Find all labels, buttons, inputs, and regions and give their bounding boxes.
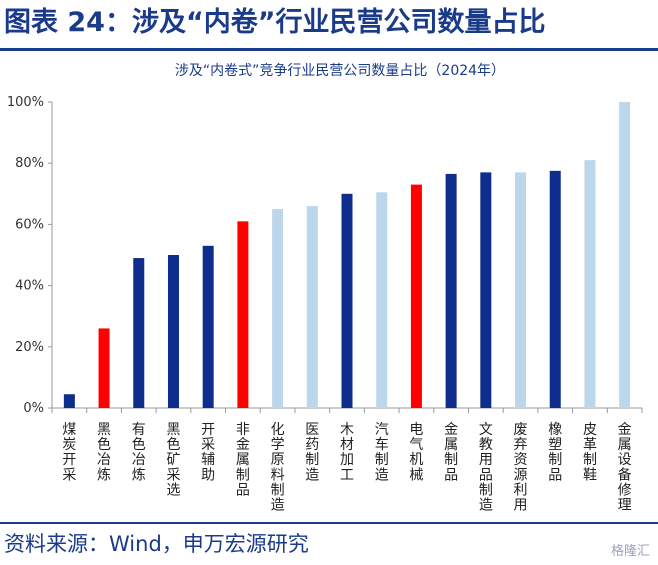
y-tick-label: 60%: [15, 217, 44, 232]
bar: [445, 173, 457, 408]
watermark: 格隆汇: [610, 544, 650, 559]
bar: [202, 245, 214, 408]
x-tick-label: 医药制造: [305, 422, 319, 483]
chart-title: 涉及“内卷式”竞争行业民营公司数量占比（2024年）: [175, 62, 505, 79]
x-tick-label: 橡塑制品: [548, 422, 562, 483]
bar: [376, 192, 388, 408]
x-tick-label: 金属设备修理: [618, 422, 632, 514]
figure-title: 图表 24：涉及“内卷”行业民营公司数量占比: [4, 7, 546, 38]
x-axis: [51, 407, 643, 413]
x-tick-label: 黑色矿采选: [166, 422, 180, 498]
bar: [167, 255, 179, 408]
bar: [306, 206, 318, 408]
header-divider: [0, 48, 658, 51]
bar: [584, 160, 596, 408]
bar: [133, 258, 145, 408]
y-tick-label: 0%: [23, 401, 44, 416]
x-tick-label: 黑色冶炼: [97, 422, 111, 483]
source-note: 资料来源：Wind，申万宏源研究: [4, 532, 309, 556]
bar: [549, 170, 561, 408]
y-tick-label: 20%: [15, 340, 44, 355]
x-tick-label: 皮革制鞋: [583, 422, 597, 483]
x-tick-label: 电气机械: [409, 422, 423, 483]
bar: [410, 184, 422, 408]
bar: [272, 209, 284, 408]
x-tick-label: 汽车制造: [375, 422, 389, 483]
x-tick-label: 废弃资源利用: [514, 422, 528, 514]
bar: [63, 394, 75, 408]
bar: [619, 102, 631, 408]
x-tick-label: 文教用品制造: [479, 422, 493, 514]
category-labels: 煤炭开采 黑色冶炼 有色冶炼 黑色矿采选 开采辅助 非金属制品 化学原料制造 医药制造 木材加工…: [62, 422, 631, 514]
footer-divider: [0, 522, 658, 524]
bar-chart: 涉及“内卷式”竞争行业民营公司数量占比（2024年） 0% 20% 40% 60% 80…: [7, 62, 643, 514]
x-tick-label: 金属制品: [444, 422, 458, 483]
y-tick-label: 100%: [7, 95, 44, 110]
x-tick-label: 化学原料制造: [271, 422, 285, 514]
bar: [98, 328, 110, 408]
x-tick-label: 非金属制品: [236, 422, 250, 498]
x-tick-label: 煤炭开采: [62, 422, 76, 483]
x-tick-label: 有色冶炼: [132, 422, 146, 483]
bar: [341, 193, 353, 408]
x-tick-label: 木材加工: [340, 422, 354, 483]
bar: [480, 172, 492, 408]
bar: [237, 221, 249, 408]
bars: [63, 102, 631, 408]
bar: [515, 172, 527, 408]
y-axis: 0% 20% 40% 60% 80% 100%: [7, 95, 53, 416]
x-tick-label: 开采辅助: [201, 422, 215, 483]
y-tick-label: 80%: [15, 156, 44, 171]
y-tick-label: 40%: [15, 279, 44, 294]
